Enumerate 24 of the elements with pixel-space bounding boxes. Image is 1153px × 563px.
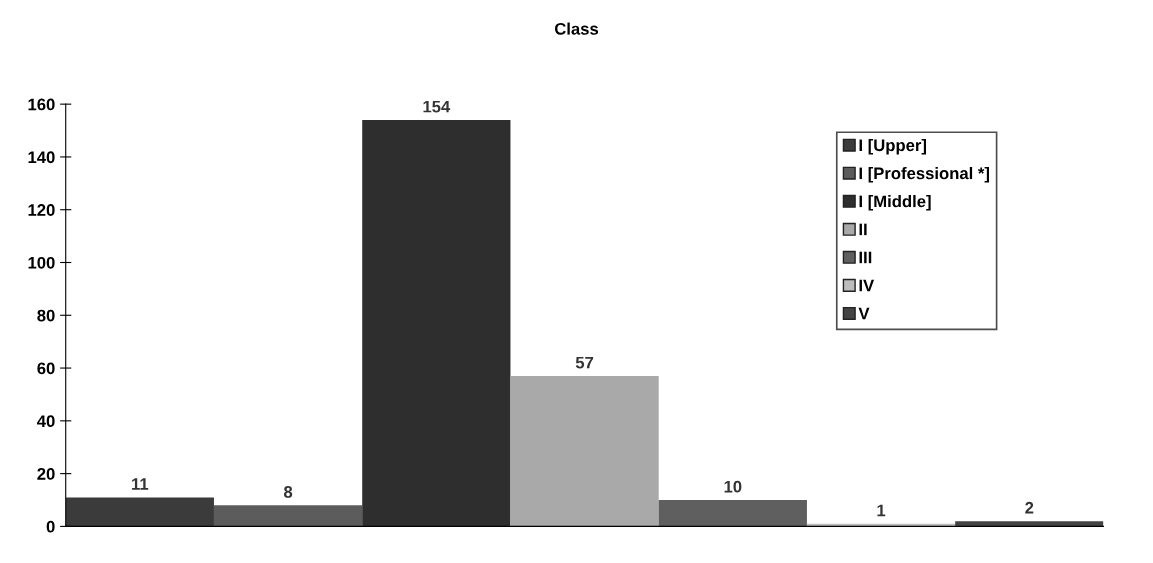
legend-label: I [Professional *]: [859, 166, 990, 183]
y-tick-label: 80: [37, 309, 55, 322]
data-label: 11: [132, 478, 149, 490]
data-label: 154: [423, 100, 451, 113]
legend-label: I [Middle]: [859, 195, 931, 211]
y-tick-label: 60: [37, 362, 55, 375]
legend-label: III: [859, 251, 872, 264]
legend-label: IV: [859, 279, 875, 292]
data-label: 10: [724, 480, 742, 493]
legend-label: I [Upper]: [859, 138, 927, 155]
data-label: 57: [575, 356, 594, 369]
y-tick-label: 140: [28, 151, 55, 164]
data-label: 1: [877, 504, 886, 517]
y-tick-label: 120: [28, 204, 55, 216]
legend-label: II: [859, 223, 867, 236]
data-label: 8: [283, 486, 293, 498]
data-label: 2: [1025, 501, 1034, 514]
legend-label: V: [858, 307, 870, 320]
y-tick-label: 100: [28, 256, 55, 269]
y-tick-label: 40: [37, 415, 55, 428]
y-tick-label: 160: [28, 98, 55, 111]
chart-title: Class: [554, 22, 599, 35]
y-tick-label: 0: [46, 520, 55, 533]
y-tick-label: 20: [37, 468, 55, 480]
